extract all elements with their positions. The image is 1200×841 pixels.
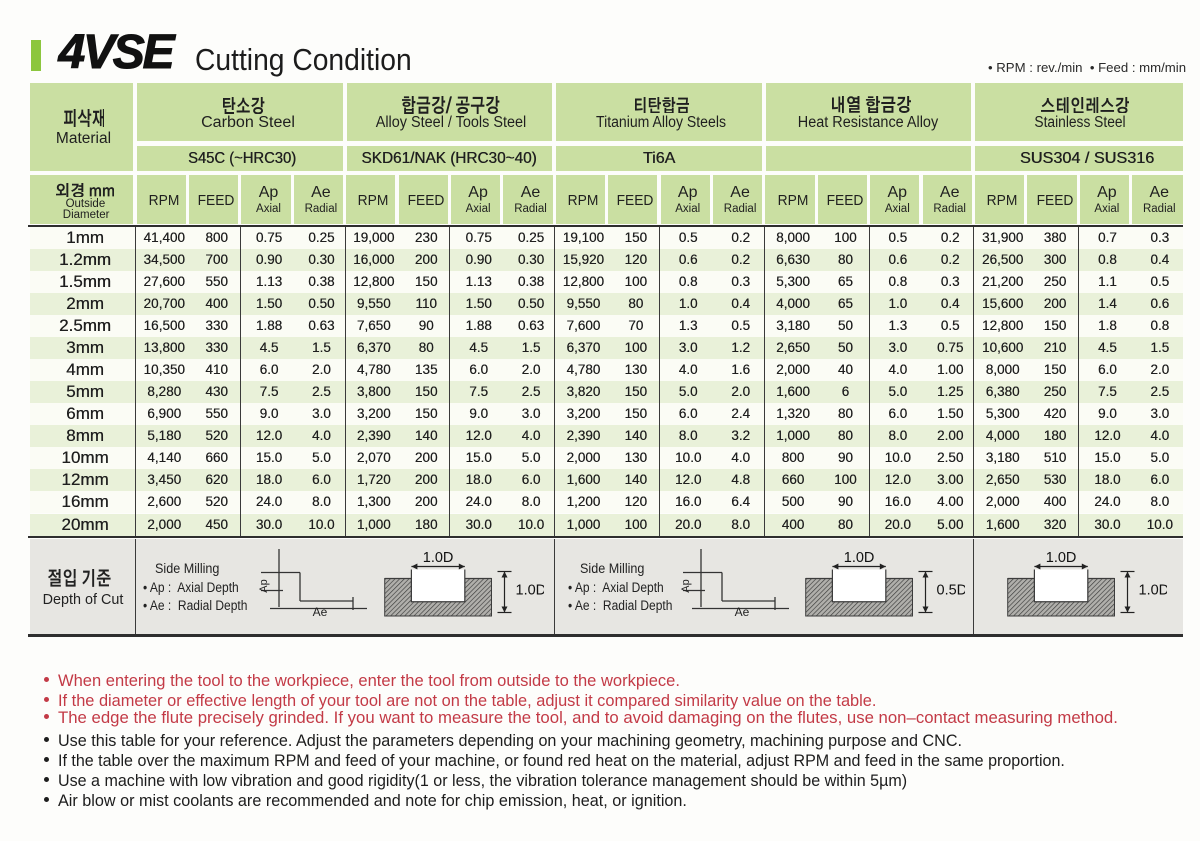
svg-text:1.0D: 1.0D [1046, 552, 1077, 566]
svg-text:Ae: Ae [313, 605, 328, 618]
svg-text:1.0D: 1.0D [423, 552, 454, 566]
svg-text:1.0D: 1.0D [844, 552, 875, 566]
svg-text:1.0D: 1.0D [516, 582, 545, 598]
svg-text:Ap: Ap [680, 579, 692, 592]
svg-text:1.0D: 1.0D [1139, 582, 1168, 598]
svg-text:Ap: Ap [258, 579, 270, 592]
svg-text:Ae: Ae [735, 605, 750, 618]
svg-text:0.5D: 0.5D [937, 582, 966, 598]
